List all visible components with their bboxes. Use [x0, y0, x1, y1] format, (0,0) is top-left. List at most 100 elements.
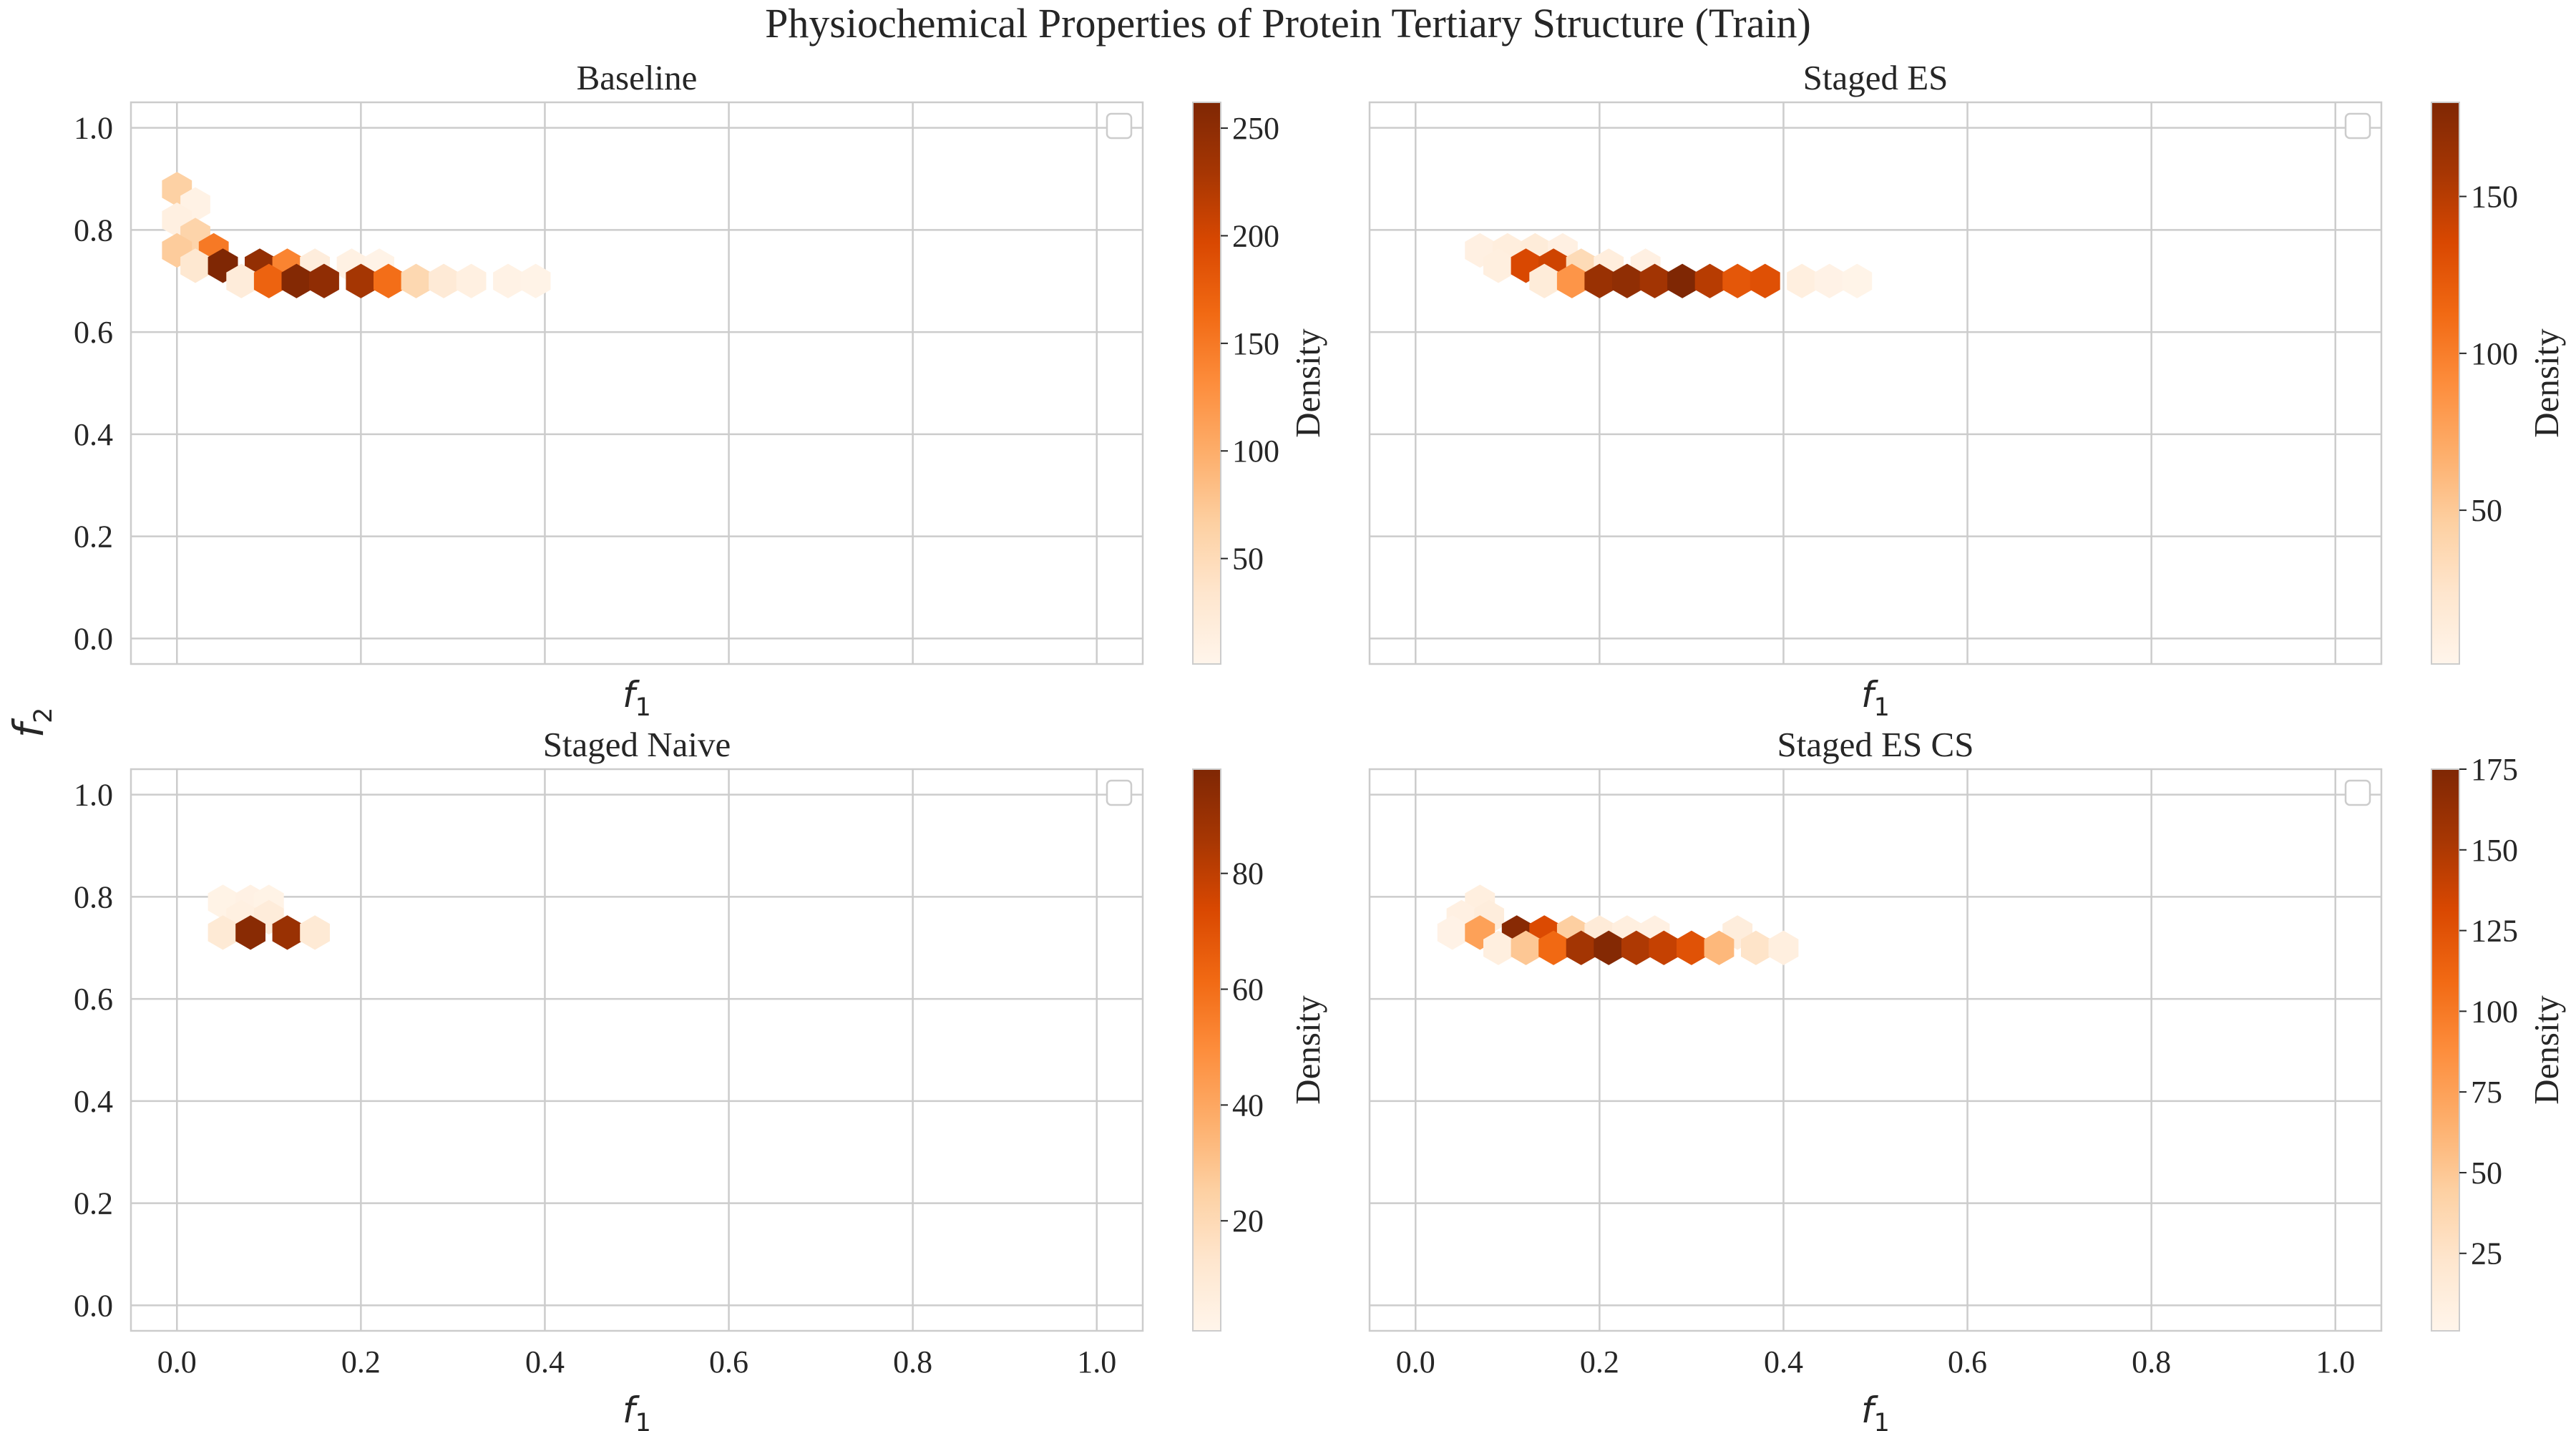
figure-suptitle: Physiochemical Properties of Protein Ter…	[765, 0, 1811, 47]
x-tick-label: 1.0	[1077, 1344, 1116, 1379]
hexbin-cell	[208, 915, 238, 950]
colorbar-tick-label: 50	[2471, 493, 2502, 528]
panel-title: Staged ES CS	[1777, 725, 1974, 764]
hexbin-cell	[1483, 930, 1513, 965]
x-axis-label: f1	[1861, 1390, 1890, 1431]
hexbin-cell	[281, 263, 312, 298]
panel-2: Staged Naive 0.0 0.2 0.4 0.6 0.8 1.0 0.0 0.2 0.4 0…	[74, 725, 1327, 1431]
x-tick-label: 0.6	[1948, 1344, 1987, 1379]
y-tick-label: 0.6	[74, 982, 113, 1017]
hexbin-cell	[1722, 263, 1753, 298]
empty-legend	[2344, 779, 2371, 806]
colorbar-tick-label: 200	[1232, 218, 1279, 253]
hexbin-cell	[1584, 263, 1615, 298]
colorbar-label: Density	[1288, 995, 1327, 1105]
x-axis-label: f1	[1861, 674, 1890, 722]
x-axis-label-subscript: 1	[635, 1409, 651, 1431]
hexbin-cell	[1556, 263, 1587, 298]
colorbar	[2431, 102, 2460, 665]
x-axis-label-subscript: 1	[1874, 1409, 1890, 1431]
hexbin-cell	[520, 263, 551, 298]
hexbin-cell	[1538, 930, 1568, 965]
panel-title: Staged ES	[1803, 58, 1948, 97]
hexbin-cell	[1511, 930, 1541, 965]
hexbin-cell	[374, 263, 404, 298]
x-axis-label: f1	[623, 674, 651, 722]
x-tick-label: 0.0	[157, 1344, 197, 1379]
hexbin-cell	[1677, 930, 1707, 965]
hexbin-cell	[1612, 263, 1642, 298]
x-tick-label: 0.6	[709, 1344, 748, 1379]
y-tick-label: 0.8	[74, 879, 113, 914]
x-axis-label-subscript: 1	[1874, 693, 1890, 722]
colorbar-tick-label: 100	[2471, 336, 2518, 371]
hexbin-cell	[493, 263, 523, 298]
colorbar-tick-label: 250	[1232, 111, 1279, 146]
x-tick-label: 0.2	[341, 1344, 381, 1379]
y-tick-label: 0.2	[74, 1186, 113, 1221]
colorbar-tick-label: 50	[2471, 1156, 2502, 1191]
hexbin-cell	[401, 263, 431, 298]
colorbar-tick-label: 150	[2471, 833, 2518, 868]
hexbin-cell	[1814, 263, 1845, 298]
hexbin-cell	[1483, 248, 1513, 283]
colorbar	[1192, 768, 1221, 1332]
colorbar	[2431, 768, 2460, 1332]
colorbar	[1192, 102, 1221, 665]
hexbin-cell	[180, 248, 210, 283]
panel-0: Baseline 0.0 0.2 0.4 0.6 0.8 1.0 f1 50 100 150 200 2…	[74, 58, 1327, 722]
hexbin-cell	[1704, 930, 1735, 965]
x-tick-label: 0.8	[2132, 1344, 2171, 1379]
y-axis-label-subscript: 2	[29, 708, 58, 723]
hexbin-cell	[235, 915, 265, 950]
colorbar-label: Density	[2527, 995, 2566, 1105]
y-tick-label: 0.0	[74, 621, 113, 656]
plot-frame	[130, 768, 1144, 1332]
hexbin-cell	[1621, 930, 1652, 965]
colorbar-tick-label: 150	[2471, 180, 2518, 215]
empty-legend	[2344, 112, 2371, 140]
colorbar-tick-label: 100	[1232, 434, 1279, 469]
hexbin-cell	[300, 915, 330, 950]
hexbin-cell	[429, 263, 459, 298]
y-tick-label: 0.6	[74, 315, 113, 350]
x-axis-label-subscript: 1	[635, 693, 651, 722]
colorbar-tick-label: 60	[1232, 972, 1264, 1007]
hexbin-cell	[1787, 263, 1818, 298]
hexbin-cell	[1639, 263, 1670, 298]
x-tick-label: 0.8	[893, 1344, 932, 1379]
x-tick-label: 0.4	[1764, 1344, 1803, 1379]
colorbar-tick-label: 75	[2471, 1075, 2502, 1110]
y-tick-label: 1.0	[74, 111, 113, 146]
panel-1: Staged ES f1 50 100 150 Density	[1368, 58, 2566, 722]
hexbin-cell	[226, 263, 257, 298]
colorbar-tick-label: 125	[2471, 914, 2518, 949]
x-tick-label: 0.2	[1580, 1344, 1619, 1379]
plot-frame	[130, 101, 1144, 665]
plot-frame	[1368, 768, 2383, 1332]
colorbar-tick-label: 40	[1232, 1088, 1264, 1123]
y-tick-label: 0.4	[74, 417, 113, 452]
hexbin-cell	[1566, 930, 1596, 965]
hexbin-cell	[456, 263, 487, 298]
plot-frame	[1368, 101, 2383, 665]
colorbar-tick-label: 25	[2471, 1236, 2502, 1271]
colorbar-tick-label: 20	[1232, 1203, 1264, 1239]
colorbar-tick-label: 100	[2471, 994, 2518, 1029]
hexbin-cell	[1594, 930, 1624, 965]
colorbar-tick-label: 50	[1232, 542, 1264, 577]
hexbin-cell	[1750, 263, 1780, 298]
hexbin-cell	[1842, 263, 1873, 298]
y-tick-label: 0.0	[74, 1288, 113, 1323]
y-tick-label: 0.2	[74, 519, 113, 555]
hexbin-cell	[1437, 915, 1468, 950]
hexbin-cell	[309, 263, 339, 298]
hexbin-cell	[253, 263, 284, 298]
colorbar-tick-label: 150	[1232, 326, 1279, 361]
y-tick-label: 0.8	[74, 213, 113, 248]
hexbin-cell	[1768, 930, 1799, 965]
hexbin-cell	[1741, 930, 1771, 965]
hexbin-cell	[346, 263, 376, 298]
panel-3: Staged ES CS 0.0 0.2 0.4 0.6 0.8 1.0 f1 25 50 75 10…	[1368, 725, 2566, 1431]
